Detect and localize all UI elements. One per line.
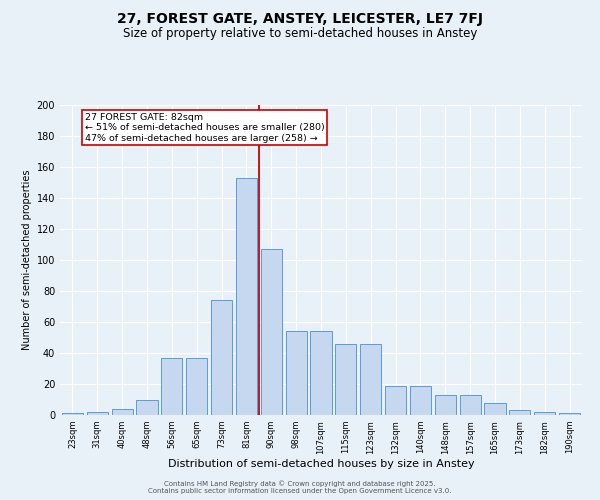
Bar: [509, 410, 530, 415]
Bar: [385, 386, 406, 415]
Bar: [286, 332, 307, 415]
Bar: [310, 332, 332, 415]
Bar: [62, 414, 83, 415]
Y-axis label: Number of semi-detached properties: Number of semi-detached properties: [22, 170, 32, 350]
Bar: [335, 344, 356, 415]
Bar: [534, 412, 555, 415]
Bar: [136, 400, 158, 415]
Bar: [410, 386, 431, 415]
Bar: [161, 358, 182, 415]
Text: Size of property relative to semi-detached houses in Anstey: Size of property relative to semi-detach…: [123, 28, 477, 40]
Text: 27 FOREST GATE: 82sqm
← 51% of semi-detached houses are smaller (280)
47% of sem: 27 FOREST GATE: 82sqm ← 51% of semi-deta…: [85, 113, 325, 142]
Text: Contains HM Land Registry data © Crown copyright and database right 2025.
Contai: Contains HM Land Registry data © Crown c…: [148, 480, 452, 494]
Bar: [112, 409, 133, 415]
Text: 27, FOREST GATE, ANSTEY, LEICESTER, LE7 7FJ: 27, FOREST GATE, ANSTEY, LEICESTER, LE7 …: [117, 12, 483, 26]
Bar: [460, 395, 481, 415]
Bar: [484, 402, 506, 415]
X-axis label: Distribution of semi-detached houses by size in Anstey: Distribution of semi-detached houses by …: [167, 460, 475, 469]
Bar: [236, 178, 257, 415]
Bar: [261, 249, 282, 415]
Bar: [435, 395, 456, 415]
Bar: [211, 300, 232, 415]
Bar: [559, 414, 580, 415]
Bar: [360, 344, 381, 415]
Bar: [186, 358, 207, 415]
Bar: [87, 412, 108, 415]
